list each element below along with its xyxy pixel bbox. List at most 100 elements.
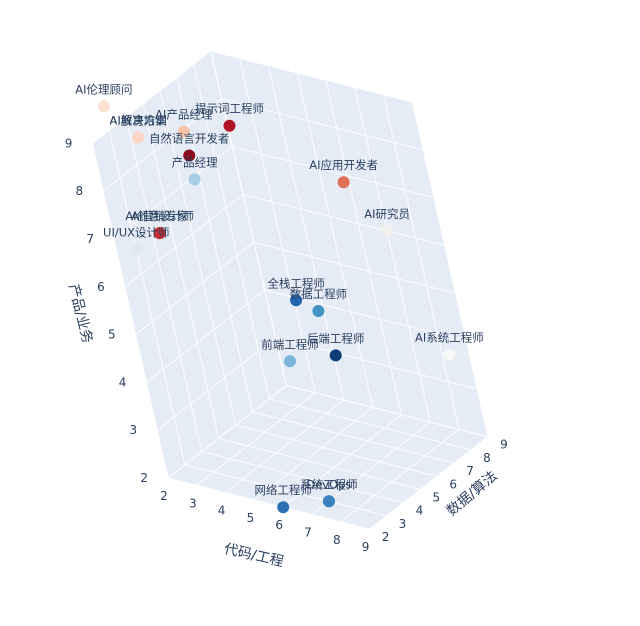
- grid-line-x: [340, 429, 460, 523]
- y-tick-label: 9: [500, 438, 508, 452]
- grid-line-y: [269, 398, 472, 451]
- z-tick-label: 9: [65, 136, 73, 150]
- grid-line-y: [286, 385, 489, 438]
- z-tick-label: 3: [130, 423, 138, 437]
- grid-line-z: [113, 146, 233, 240]
- grid-line-y: [252, 411, 455, 464]
- grid-line-x: [196, 392, 316, 486]
- data-point: [290, 294, 303, 307]
- z-tick-label: 6: [97, 280, 105, 294]
- grid-line-z: [135, 241, 255, 335]
- data-point: [130, 243, 143, 256]
- y-tick-label: 6: [449, 477, 457, 491]
- data-point: [312, 305, 325, 317]
- back-pane: [210, 51, 488, 437]
- data-point: [277, 501, 290, 514]
- data-point: [132, 131, 145, 144]
- data-point: [322, 495, 335, 508]
- x-tick-label: 3: [189, 496, 197, 510]
- grid-line-y: [108, 130, 186, 465]
- x-tick-label: 9: [362, 540, 370, 554]
- grid-line-y: [210, 50, 287, 386]
- data-label: AI应用开发者: [309, 158, 378, 172]
- z-tick-label: 4: [119, 375, 127, 389]
- z-axis-title: 产品/业务: [65, 282, 95, 345]
- grid-line-z: [210, 50, 413, 103]
- grid-line-z: [146, 289, 266, 383]
- data-point: [97, 100, 110, 113]
- floor-pane: [168, 385, 488, 530]
- grid-line-z: [92, 50, 212, 144]
- grid-line-x: [411, 101, 489, 437]
- data-label: AI教育培训: [109, 114, 166, 128]
- axis-panes: [92, 51, 488, 530]
- grid-line-z: [242, 193, 445, 246]
- y-tick-label: 2: [382, 530, 390, 544]
- grid-line-y: [125, 116, 203, 452]
- grid-line-y: [167, 477, 370, 530]
- grid-line-z: [167, 385, 287, 479]
- data-point: [443, 348, 456, 361]
- grid-line-y: [201, 451, 404, 504]
- grid-line-y: [91, 143, 169, 479]
- x-tick-label: 6: [275, 518, 283, 532]
- x-tick-label: 7: [304, 526, 312, 540]
- grid-line-z: [102, 98, 222, 192]
- data-label: AI研究员: [364, 207, 410, 221]
- grid-line-y: [142, 103, 220, 439]
- data-label: 全栈工程师: [267, 276, 325, 290]
- grid-line-x: [383, 94, 460, 430]
- y-tick-label: 8: [483, 451, 491, 465]
- grid-line-x: [369, 436, 489, 530]
- y-tick-label: 3: [399, 517, 407, 531]
- grid-line-z: [124, 194, 244, 288]
- grid-line-x: [296, 72, 374, 408]
- data-label: AI产品经理: [155, 108, 213, 122]
- grid-line-y: [218, 437, 421, 490]
- data-label: 数据工程师: [290, 287, 348, 301]
- data-label: 产品经理: [172, 155, 218, 169]
- grid-line-x: [282, 414, 402, 508]
- data-points: [97, 100, 456, 514]
- grid-line-z: [221, 98, 424, 151]
- x-tick-label: 5: [247, 511, 255, 525]
- data-point: [329, 349, 342, 362]
- x-tick-label: 8: [333, 533, 341, 547]
- grid-line-y: [193, 64, 270, 399]
- grid-line-x: [325, 80, 402, 415]
- data-point: [153, 227, 166, 240]
- data-point: [177, 125, 190, 138]
- grid-line-x: [225, 399, 345, 493]
- data-point: [381, 224, 394, 237]
- y-tick-label: 5: [432, 491, 440, 505]
- data-label: 前端工程师: [261, 337, 319, 351]
- data-point: [223, 119, 236, 132]
- data-point: [183, 149, 196, 162]
- grid-line-y: [235, 424, 438, 477]
- side-pane: [92, 51, 287, 478]
- grid-line-y: [184, 464, 387, 517]
- data-label: UI/UX设计师: [103, 226, 169, 240]
- x-axis-title: 代码/工程: [222, 541, 285, 570]
- data-label: 网络工程师: [254, 483, 312, 497]
- y-tick-label: 4: [416, 504, 424, 518]
- grid-line-x: [239, 58, 316, 394]
- grid-line-x: [254, 407, 374, 501]
- grid-line-x: [267, 65, 345, 401]
- data-point: [337, 176, 350, 189]
- x-tick-label: 4: [218, 504, 226, 518]
- x-tick-label: 2: [160, 489, 168, 503]
- data-point: [188, 173, 201, 186]
- z-tick-label: 8: [76, 184, 84, 198]
- data-label: 提示词工程师: [195, 102, 264, 116]
- z-tick-label: 7: [86, 232, 94, 246]
- data-label: AI伦理顾问: [75, 82, 132, 96]
- grid-line-z: [253, 241, 456, 294]
- data-point: [284, 355, 296, 368]
- y-tick-label: 7: [466, 464, 474, 478]
- grid-line-z: [232, 146, 435, 199]
- data-label: 系统工程师: [300, 477, 358, 491]
- z-tick-label: 5: [108, 328, 116, 342]
